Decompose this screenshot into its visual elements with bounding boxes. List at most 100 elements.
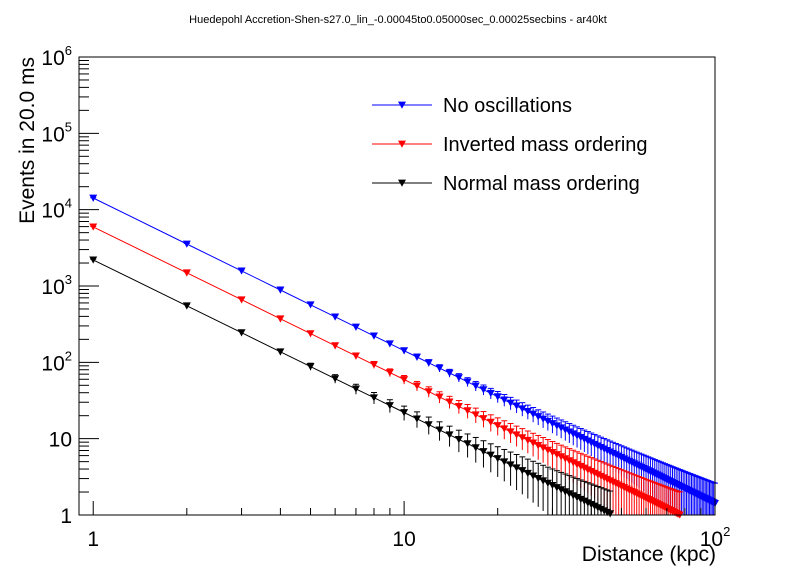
data-point	[385, 402, 394, 410]
data-point	[561, 488, 570, 496]
data-point	[486, 389, 495, 398]
data-point	[471, 444, 480, 452]
data-point	[565, 490, 574, 498]
data-point	[276, 286, 285, 294]
data-point	[506, 428, 515, 436]
data-point	[369, 394, 378, 402]
data-point	[237, 329, 246, 337]
legend-label: Inverted mass ordering	[443, 134, 648, 156]
data-point	[237, 296, 246, 304]
data-point	[445, 431, 454, 439]
data-point	[412, 353, 421, 361]
data-point	[561, 426, 570, 434]
series-1	[89, 223, 684, 519]
data-point	[512, 464, 521, 472]
data-point	[518, 467, 527, 475]
data-point	[548, 448, 557, 457]
legend-marker	[398, 101, 406, 109]
data-point	[351, 323, 360, 331]
data-point	[435, 364, 444, 372]
data-point	[548, 481, 557, 490]
y-tick-label: 106	[41, 43, 72, 70]
data-point	[306, 301, 315, 309]
data-point	[412, 382, 421, 390]
data-point	[385, 340, 394, 348]
data-point	[552, 422, 561, 430]
data-point	[479, 386, 488, 394]
data-point	[493, 455, 502, 463]
data-point	[445, 369, 454, 377]
data-point	[552, 484, 561, 492]
x-tick-label: 10	[392, 528, 415, 551]
legend: No oscillations Inverted mass ordering Nor…	[372, 95, 648, 195]
data-point	[543, 417, 552, 426]
data-point	[493, 422, 502, 430]
data-point	[89, 194, 98, 202]
data-point	[573, 461, 582, 469]
data-point	[486, 451, 495, 459]
data-point	[512, 431, 521, 439]
data-point	[512, 402, 521, 410]
data-point	[400, 347, 409, 355]
data-point	[331, 313, 340, 321]
data-point	[454, 374, 463, 382]
y-axis-label: Events in 20.0 ms	[16, 57, 39, 224]
y-tick-label: 104	[41, 196, 72, 223]
data-point	[369, 332, 378, 340]
data-point	[479, 448, 488, 456]
data-point	[276, 315, 285, 323]
data-point	[557, 424, 566, 432]
data-point	[385, 369, 394, 377]
data-point	[565, 457, 574, 465]
data-point	[523, 469, 532, 478]
data-point	[557, 486, 566, 494]
data-point	[331, 375, 340, 383]
data-point	[400, 376, 409, 384]
axis-ticks: 1 10 102 103 104 105 106 1 10 102	[41, 43, 730, 551]
data-point	[182, 269, 191, 277]
data-point	[543, 479, 552, 487]
data-point	[435, 426, 444, 434]
data-point	[573, 432, 582, 440]
data-point	[506, 399, 515, 407]
data-point	[529, 472, 538, 480]
data-point	[276, 348, 285, 356]
data-point	[569, 430, 578, 438]
y-tick-label: 10	[49, 429, 72, 452]
data-point	[306, 363, 315, 371]
data-point	[445, 398, 454, 406]
data-point	[463, 407, 472, 415]
x-tick-label: 102	[700, 524, 731, 551]
data-point	[534, 442, 543, 450]
data-point	[569, 459, 578, 467]
data-point	[573, 494, 582, 502]
x-axis-label: Distance (kpc)	[582, 543, 716, 566]
y-tick-label: 1	[60, 505, 72, 528]
data-point	[539, 477, 548, 485]
data-point	[351, 385, 360, 393]
y-tick-label: 102	[41, 348, 72, 375]
data-point	[493, 393, 502, 401]
data-point	[500, 396, 509, 404]
data-point	[523, 408, 532, 416]
series-0	[89, 194, 719, 515]
data-point	[89, 256, 98, 264]
data-point	[539, 415, 548, 423]
data-point	[606, 510, 615, 518]
data-point	[565, 428, 574, 436]
data-point	[463, 378, 472, 386]
series-2	[89, 256, 615, 518]
chart-title: Huedepohl Accretion-Shen-s27.0_lin_-0.00…	[189, 14, 607, 26]
data-point	[424, 421, 433, 429]
data-point	[552, 451, 561, 459]
legend-marker	[398, 179, 406, 187]
data-point	[506, 461, 515, 469]
series-layer	[89, 194, 719, 519]
data-point	[306, 330, 315, 338]
data-point	[424, 359, 433, 367]
data-point	[369, 361, 378, 369]
data-point	[557, 453, 566, 461]
data-point	[479, 415, 488, 423]
data-point	[471, 382, 480, 390]
y-tick-label: 103	[41, 272, 72, 299]
